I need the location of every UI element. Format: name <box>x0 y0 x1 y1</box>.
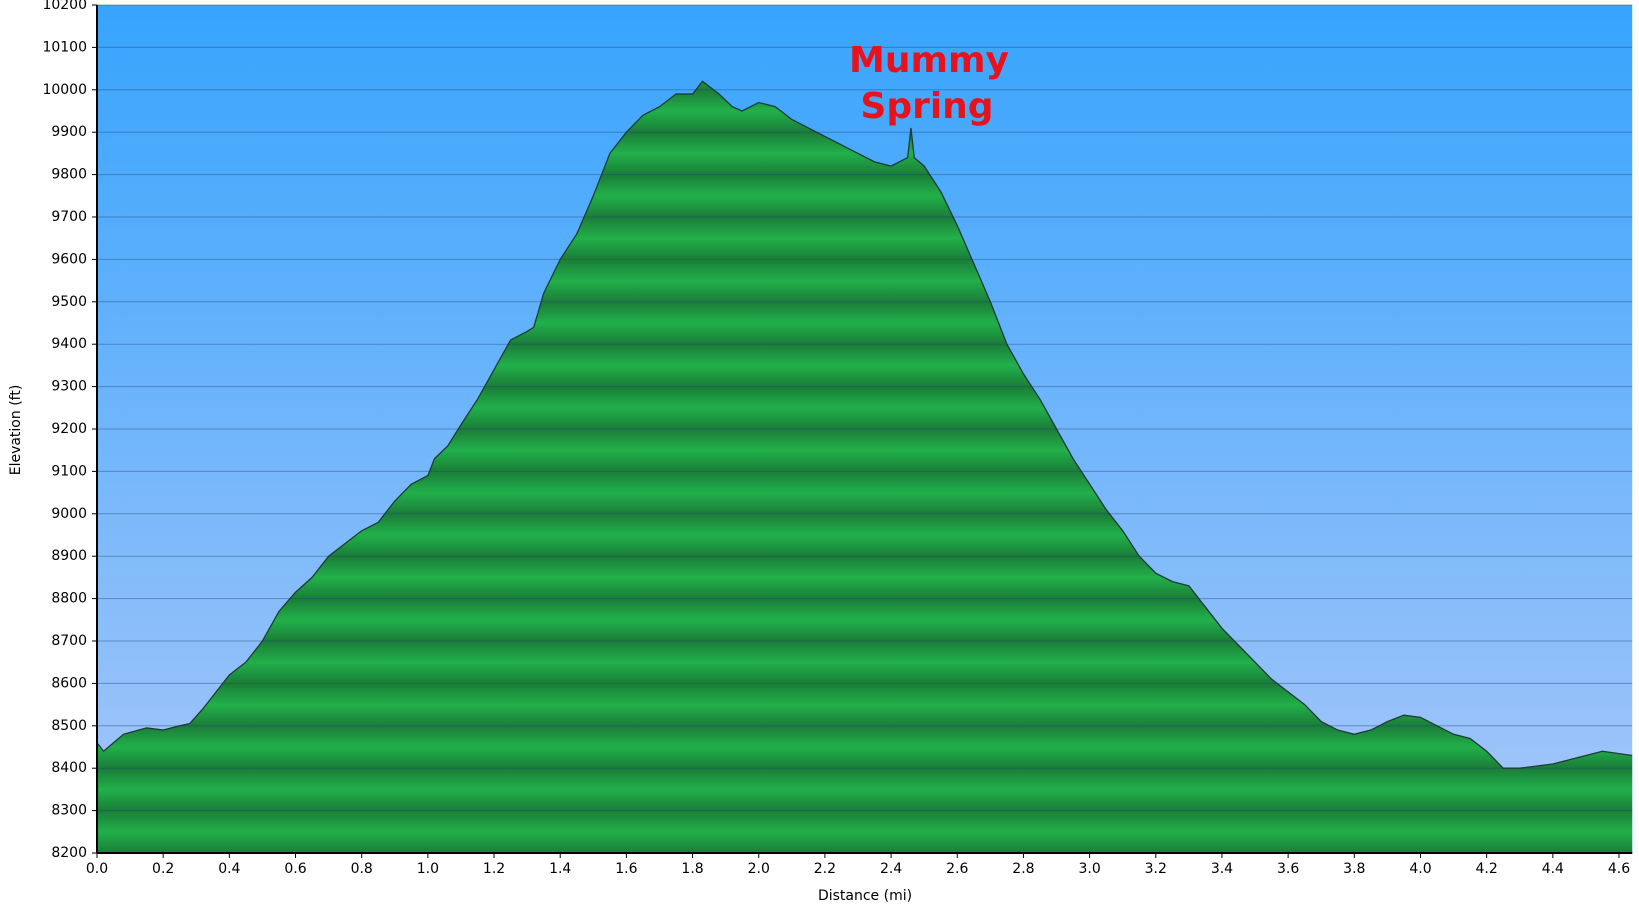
x-tick-label: 4.2 <box>1476 861 1498 877</box>
y-tick-label: 10200 <box>42 0 87 13</box>
x-tick-label: 3.6 <box>1277 861 1299 877</box>
x-tick-label: 0.8 <box>351 861 373 877</box>
y-tick-label: 10100 <box>42 39 87 55</box>
y-tick-label: 9100 <box>51 463 87 479</box>
y-tick-label: 9700 <box>51 209 87 225</box>
y-tick-label: 9900 <box>51 124 87 140</box>
x-tick-label: 0.6 <box>284 861 306 877</box>
x-tick-label: 1.4 <box>549 861 571 877</box>
y-tick-label: 8200 <box>51 845 87 861</box>
y-tick-label: 8300 <box>51 803 87 819</box>
x-tick-label: 2.4 <box>880 861 902 877</box>
x-tick-label: 1.2 <box>483 861 505 877</box>
elevation-line <box>96 80 1633 769</box>
x-tick-label: 2.8 <box>1012 861 1034 877</box>
y-tick-label: 9000 <box>51 506 87 522</box>
x-tick-label: 1.8 <box>681 861 703 877</box>
x-tick-label: 2.6 <box>946 861 968 877</box>
x-tick-label: 1.0 <box>417 861 439 877</box>
y-tick-label: 10000 <box>42 82 87 98</box>
x-tick-label: 4.6 <box>1608 861 1630 877</box>
y-tick-label: 8400 <box>51 760 87 776</box>
y-tick-label: 9500 <box>51 294 87 310</box>
y-tick-label: 9300 <box>51 379 87 395</box>
y-tick-label: 8700 <box>51 633 87 649</box>
annotation: Spring <box>860 86 993 127</box>
x-tick-label: 3.2 <box>1145 861 1167 877</box>
y-axis-title: Elevation (ft) <box>8 385 24 476</box>
x-tick-label: 0.4 <box>218 861 240 877</box>
y-tick-label: 9800 <box>51 167 87 183</box>
y-tick-label: 8800 <box>51 591 87 607</box>
x-tick-label: 0.0 <box>86 861 108 877</box>
x-axis-title: Distance (mi) <box>818 888 912 904</box>
annotation: Mummy <box>849 40 1009 81</box>
y-tick-label: 9600 <box>51 251 87 267</box>
y-tick-label: 9400 <box>51 336 87 352</box>
x-tick-label: 3.4 <box>1211 861 1233 877</box>
x-tick-label: 3.8 <box>1343 861 1365 877</box>
y-tick-label: 9200 <box>51 421 87 437</box>
x-tick-label: 4.4 <box>1542 861 1564 877</box>
elevation-area <box>97 81 1633 853</box>
x-tick-label: 2.2 <box>814 861 836 877</box>
y-tick-label: 8600 <box>51 675 87 691</box>
y-tick-label: 8900 <box>51 548 87 564</box>
y-tick-label: 8500 <box>51 718 87 734</box>
x-tick-label: 1.6 <box>615 861 637 877</box>
x-tick-label: 2.0 <box>748 861 770 877</box>
x-tick-label: 0.2 <box>152 861 174 877</box>
x-tick-label: 4.0 <box>1409 861 1431 877</box>
x-tick-label: 3.0 <box>1078 861 1100 877</box>
